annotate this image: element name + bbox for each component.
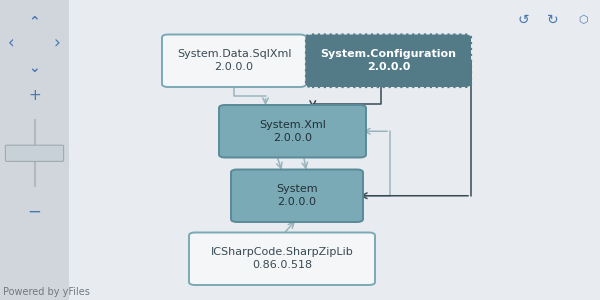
Text: Powered by yFiles: Powered by yFiles bbox=[3, 287, 90, 297]
Text: ⌃: ⌃ bbox=[29, 14, 40, 28]
Text: ↻: ↻ bbox=[547, 13, 559, 26]
FancyBboxPatch shape bbox=[189, 232, 375, 285]
Text: ‹: ‹ bbox=[7, 34, 14, 52]
Text: System.Data.SqlXml
2.0.0.0: System.Data.SqlXml 2.0.0.0 bbox=[177, 49, 291, 72]
Text: ⌄: ⌄ bbox=[29, 61, 40, 74]
FancyBboxPatch shape bbox=[162, 34, 306, 87]
FancyBboxPatch shape bbox=[231, 169, 363, 222]
Text: +: + bbox=[28, 88, 41, 104]
Text: System.Configuration
2.0.0.0: System.Configuration 2.0.0.0 bbox=[320, 49, 457, 72]
FancyBboxPatch shape bbox=[219, 105, 366, 158]
Text: System.Xml
2.0.0.0: System.Xml 2.0.0.0 bbox=[259, 120, 326, 143]
Text: ›: › bbox=[53, 34, 61, 52]
FancyBboxPatch shape bbox=[306, 34, 471, 87]
Text: −: − bbox=[28, 202, 41, 220]
FancyBboxPatch shape bbox=[5, 145, 64, 161]
Text: ⬡: ⬡ bbox=[578, 14, 588, 25]
Text: ↺: ↺ bbox=[517, 13, 529, 26]
Text: System
2.0.0.0: System 2.0.0.0 bbox=[276, 184, 318, 207]
FancyBboxPatch shape bbox=[0, 0, 69, 300]
Text: ICSharpCode.SharpZipLib
0.86.0.518: ICSharpCode.SharpZipLib 0.86.0.518 bbox=[211, 247, 353, 270]
